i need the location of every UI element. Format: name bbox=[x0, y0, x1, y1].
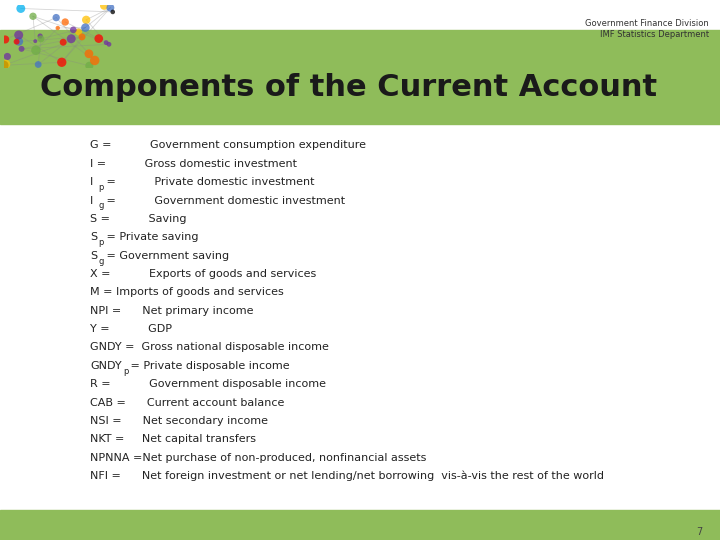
Point bbox=[60, 18, 71, 26]
Point bbox=[81, 16, 92, 24]
Point bbox=[80, 23, 91, 32]
Point bbox=[0, 61, 9, 70]
Text: R =           Government disposable income: R = Government disposable income bbox=[90, 379, 326, 389]
Text: X =           Exports of goods and services: X = Exports of goods and services bbox=[90, 269, 316, 279]
Text: NKT =     Net capital transfers: NKT = Net capital transfers bbox=[90, 434, 256, 444]
Point bbox=[107, 8, 119, 16]
Point bbox=[73, 28, 84, 36]
Point bbox=[52, 24, 63, 32]
Point bbox=[50, 14, 62, 22]
Point bbox=[35, 32, 46, 40]
Point bbox=[1, 52, 13, 61]
Point bbox=[0, 60, 12, 69]
Point bbox=[103, 40, 114, 49]
Point bbox=[0, 35, 11, 44]
Point bbox=[16, 44, 27, 53]
Bar bbox=[0, 510, 720, 540]
Text: S: S bbox=[90, 251, 97, 261]
Text: p: p bbox=[99, 238, 104, 247]
Point bbox=[100, 38, 112, 47]
Text: I: I bbox=[90, 195, 94, 206]
Text: = Government saving: = Government saving bbox=[103, 251, 229, 261]
Point bbox=[84, 62, 95, 70]
Point bbox=[35, 35, 47, 43]
Text: NPNNA =Net purchase of non-produced, nonfinancial assets: NPNNA =Net purchase of non-produced, non… bbox=[90, 453, 426, 463]
Text: S =           Saving: S = Saving bbox=[90, 214, 186, 224]
Text: NFI =      Net foreign investment or net lending/net borrowing  vis-à-vis the re: NFI = Net foreign investment or net lend… bbox=[90, 470, 604, 481]
Point bbox=[13, 31, 24, 39]
Point bbox=[99, 2, 110, 10]
Point bbox=[32, 60, 44, 69]
Point bbox=[104, 3, 116, 12]
Text: =           Government domestic investment: = Government domestic investment bbox=[103, 195, 345, 206]
Point bbox=[56, 58, 68, 66]
Bar bbox=[0, 30, 720, 124]
Text: = Private disposable income: = Private disposable income bbox=[127, 361, 290, 371]
Text: = Private saving: = Private saving bbox=[103, 232, 199, 242]
Text: p: p bbox=[123, 367, 128, 376]
Text: S: S bbox=[90, 232, 97, 242]
Point bbox=[66, 35, 77, 43]
Text: g: g bbox=[99, 201, 104, 211]
Point bbox=[13, 37, 24, 46]
Text: g: g bbox=[99, 256, 104, 266]
Text: Components of the Current Account: Components of the Current Account bbox=[40, 73, 657, 102]
Point bbox=[93, 34, 104, 43]
Text: NSI =      Net secondary income: NSI = Net secondary income bbox=[90, 416, 268, 426]
Point bbox=[58, 38, 69, 46]
Point bbox=[84, 50, 95, 58]
Point bbox=[89, 56, 101, 65]
Text: M = Imports of goods and services: M = Imports of goods and services bbox=[90, 287, 284, 298]
Point bbox=[76, 32, 88, 41]
Text: CAB =      Current account balance: CAB = Current account balance bbox=[90, 397, 284, 408]
Text: GNDY: GNDY bbox=[90, 361, 122, 371]
Text: Government Finance Division: Government Finance Division bbox=[585, 19, 709, 28]
Text: GNDY =  Gross national disposable income: GNDY = Gross national disposable income bbox=[90, 342, 329, 353]
Text: Y =           GDP: Y = GDP bbox=[90, 324, 172, 334]
Point bbox=[30, 46, 42, 55]
Point bbox=[68, 25, 79, 34]
Point bbox=[27, 12, 39, 21]
Text: NPI =      Net primary income: NPI = Net primary income bbox=[90, 306, 253, 316]
Text: p: p bbox=[99, 183, 104, 192]
Point bbox=[15, 4, 27, 13]
Point bbox=[11, 37, 22, 46]
Text: 7: 7 bbox=[696, 527, 702, 537]
Text: IMF Statistics Department: IMF Statistics Department bbox=[600, 30, 709, 39]
Text: G =           Government consumption expenditure: G = Government consumption expenditure bbox=[90, 140, 366, 151]
Text: =           Private domestic investment: = Private domestic investment bbox=[103, 177, 315, 187]
Text: I: I bbox=[90, 177, 94, 187]
Point bbox=[30, 37, 41, 45]
Text: I =           Gross domestic investment: I = Gross domestic investment bbox=[90, 159, 297, 169]
